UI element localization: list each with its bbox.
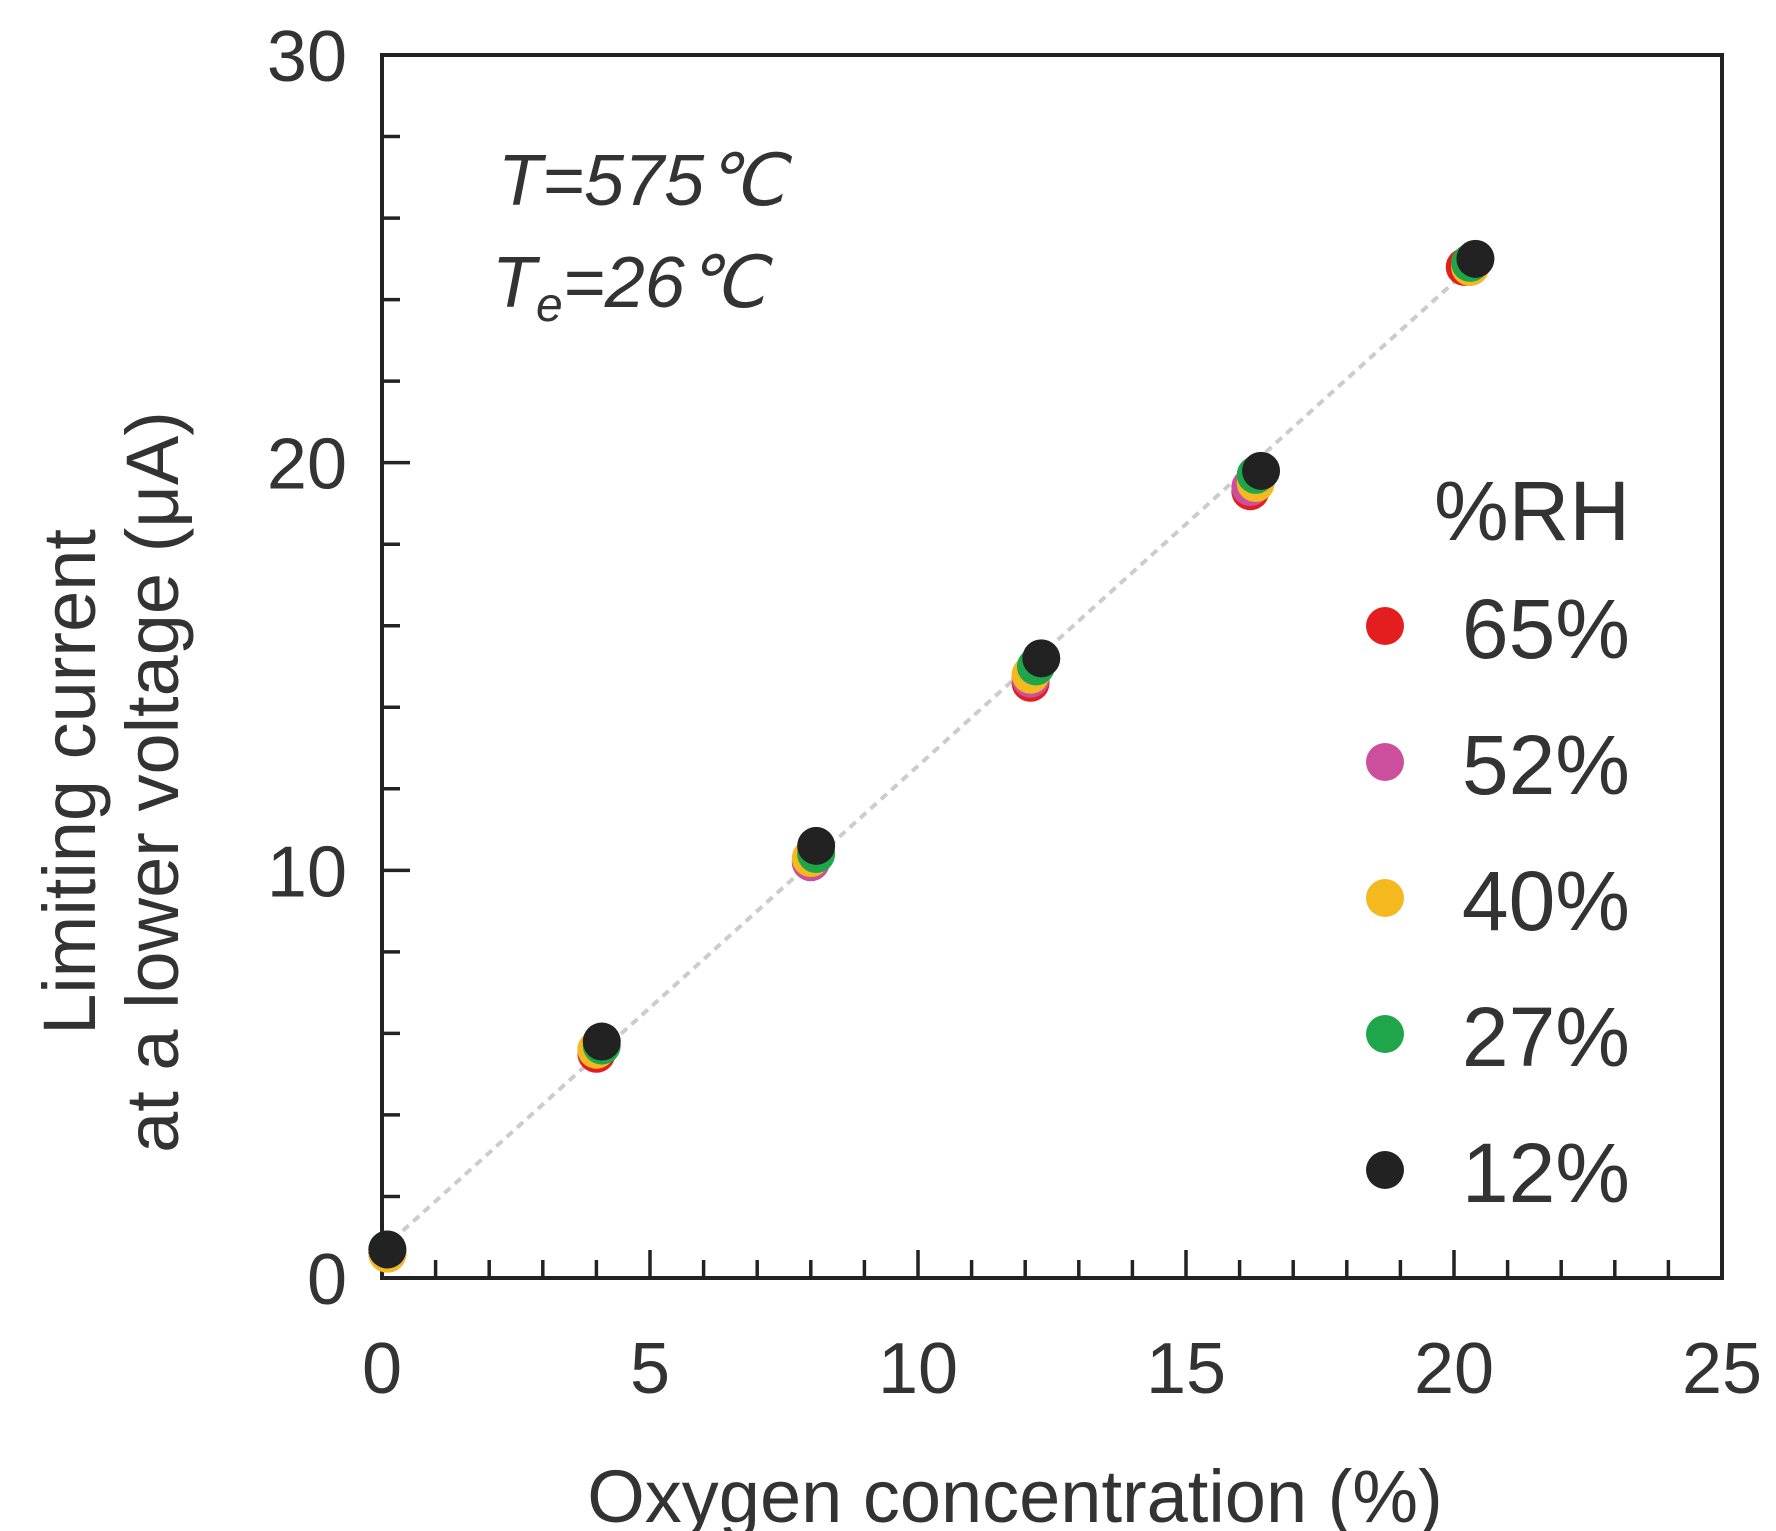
data-point: [582, 1022, 621, 1061]
annotation-value: =26℃: [563, 243, 773, 323]
legend-label: 52%: [1462, 718, 1630, 812]
legend-marker: [1366, 607, 1404, 645]
annotation-electrode-temperature: Te=26℃: [492, 243, 773, 332]
legend-marker: [1366, 743, 1404, 781]
legend-marker: [1366, 1151, 1404, 1189]
x-tick-label: 5: [630, 1329, 670, 1409]
y-axis-title-line1: Limiting current: [28, 529, 111, 1035]
fit-line: [380, 261, 1477, 1251]
legend-label: 65%: [1462, 582, 1630, 676]
data-point: [368, 1230, 407, 1269]
x-tick-label: 10: [878, 1329, 958, 1409]
annotation-temperature: T=575℃: [498, 141, 792, 221]
annotation-t: T: [492, 243, 541, 323]
legend: 65% 52% 40% 27% 12%: [1366, 582, 1630, 1220]
y-tick-label: 10: [267, 832, 347, 912]
legend-marker: [1366, 879, 1404, 917]
legend-label: 27%: [1462, 990, 1630, 1084]
fit-line-group: [380, 261, 1477, 1251]
x-tick-label: 0: [362, 1329, 402, 1409]
data-point: [1456, 239, 1495, 278]
y-tick-label: 30: [267, 17, 347, 97]
x-tick-label: 20: [1414, 1329, 1494, 1409]
axis-ticks: [380, 53, 1724, 1280]
y-tick-label: 0: [307, 1240, 347, 1320]
data-points: [368, 239, 1495, 1273]
y-tick-label: 20: [267, 425, 347, 505]
data-point: [1022, 639, 1061, 678]
plot-frame: [380, 53, 1724, 1280]
legend-label: 40%: [1462, 854, 1630, 948]
data-point: [797, 826, 836, 865]
x-tick-label: 25: [1682, 1329, 1762, 1409]
data-point: [1242, 451, 1281, 490]
legend-label: 12%: [1462, 1126, 1630, 1220]
annotation-subscript: e: [536, 279, 563, 332]
x-axis-title: Oxygen concentration (%): [587, 1455, 1443, 1531]
legend-marker: [1366, 1015, 1404, 1053]
x-tick-label: 15: [1146, 1329, 1226, 1409]
y-axis-title-line2: at a lower voltage (μA): [111, 411, 194, 1153]
legend-title: %RH: [1434, 464, 1630, 558]
axis-tick-labels: 0 5 10 15 20 25 0 10 20 30: [267, 17, 1762, 1409]
